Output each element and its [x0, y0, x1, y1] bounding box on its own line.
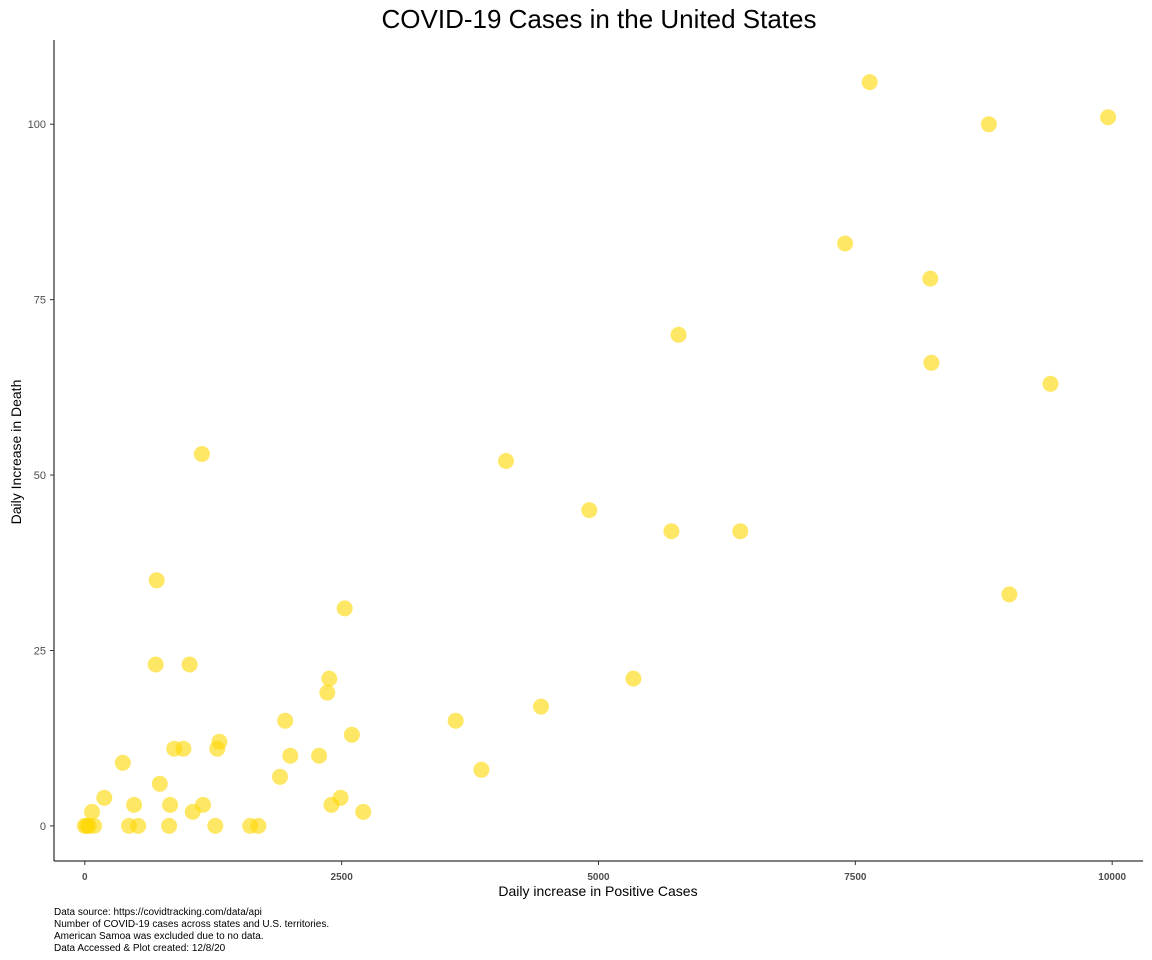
data-point — [84, 803, 100, 820]
data-point — [533, 698, 549, 715]
x-tick-label: 7500 — [844, 872, 867, 883]
data-point — [211, 733, 228, 750]
chart-title: COVID-19 Cases in the United States — [382, 4, 817, 34]
data-point — [1001, 586, 1018, 603]
data-point — [126, 796, 143, 813]
y-axis-title: Daily Increase in Death — [8, 380, 24, 525]
data-point — [732, 523, 749, 540]
x-axis-title: Daily increase in Positive Cases — [498, 883, 697, 899]
data-point — [663, 523, 680, 540]
data-point — [625, 670, 642, 687]
caption-line: Data Accessed & Plot created: 12/8/20 — [54, 943, 226, 954]
data-point — [162, 796, 179, 813]
x-tick-label: 5000 — [587, 872, 610, 883]
data-point — [670, 326, 687, 343]
caption-line: Data source: https://covidtracking.com/d… — [54, 907, 262, 918]
data-point — [207, 817, 224, 834]
data-point — [96, 789, 113, 806]
y-tick-label: 25 — [34, 645, 46, 657]
data-point — [922, 270, 939, 287]
data-point — [272, 768, 288, 785]
y-axis-ticks: 0 25 50 75 100 — [28, 119, 54, 833]
data-point — [151, 775, 168, 792]
y-tick-label: 0 — [40, 821, 46, 833]
data-point — [148, 572, 165, 589]
caption: Data source: https://covidtracking.com/d… — [54, 907, 329, 954]
data-point — [332, 789, 349, 806]
data-point — [282, 747, 299, 764]
data-point — [498, 453, 514, 469]
data-point — [355, 803, 372, 820]
data-points — [76, 74, 1117, 834]
data-point — [319, 684, 336, 701]
data-point — [277, 712, 294, 729]
data-point — [311, 747, 328, 764]
y-tick-label: 100 — [28, 119, 46, 131]
caption-line: Number of COVID-19 cases across states a… — [54, 919, 329, 930]
data-point — [343, 726, 360, 743]
data-point — [175, 740, 192, 757]
x-tick-label: 0 — [82, 872, 88, 883]
data-point — [923, 354, 940, 371]
x-tick-label: 10000 — [1098, 872, 1126, 883]
data-point — [336, 600, 353, 617]
data-point — [181, 656, 198, 673]
y-tick-label: 75 — [34, 295, 46, 307]
data-point — [161, 817, 178, 834]
data-point — [861, 74, 878, 91]
data-point — [114, 754, 131, 771]
data-point — [130, 817, 147, 834]
data-point — [86, 817, 103, 834]
data-point — [980, 116, 997, 133]
data-point — [321, 670, 338, 687]
data-point — [193, 446, 210, 462]
data-point — [147, 656, 164, 673]
data-point — [837, 235, 854, 252]
data-point — [581, 502, 598, 519]
caption-line: American Samoa was excluded due to no da… — [54, 931, 264, 942]
data-point — [195, 796, 211, 813]
data-point — [1100, 109, 1117, 126]
x-tick-label: 2500 — [331, 872, 354, 883]
data-point — [250, 817, 267, 834]
data-point — [473, 761, 490, 778]
y-tick-label: 50 — [34, 470, 46, 482]
data-point — [447, 712, 464, 729]
data-point — [1042, 375, 1059, 392]
x-axis-ticks: 0 2500 5000 7500 10000 — [82, 861, 1127, 883]
